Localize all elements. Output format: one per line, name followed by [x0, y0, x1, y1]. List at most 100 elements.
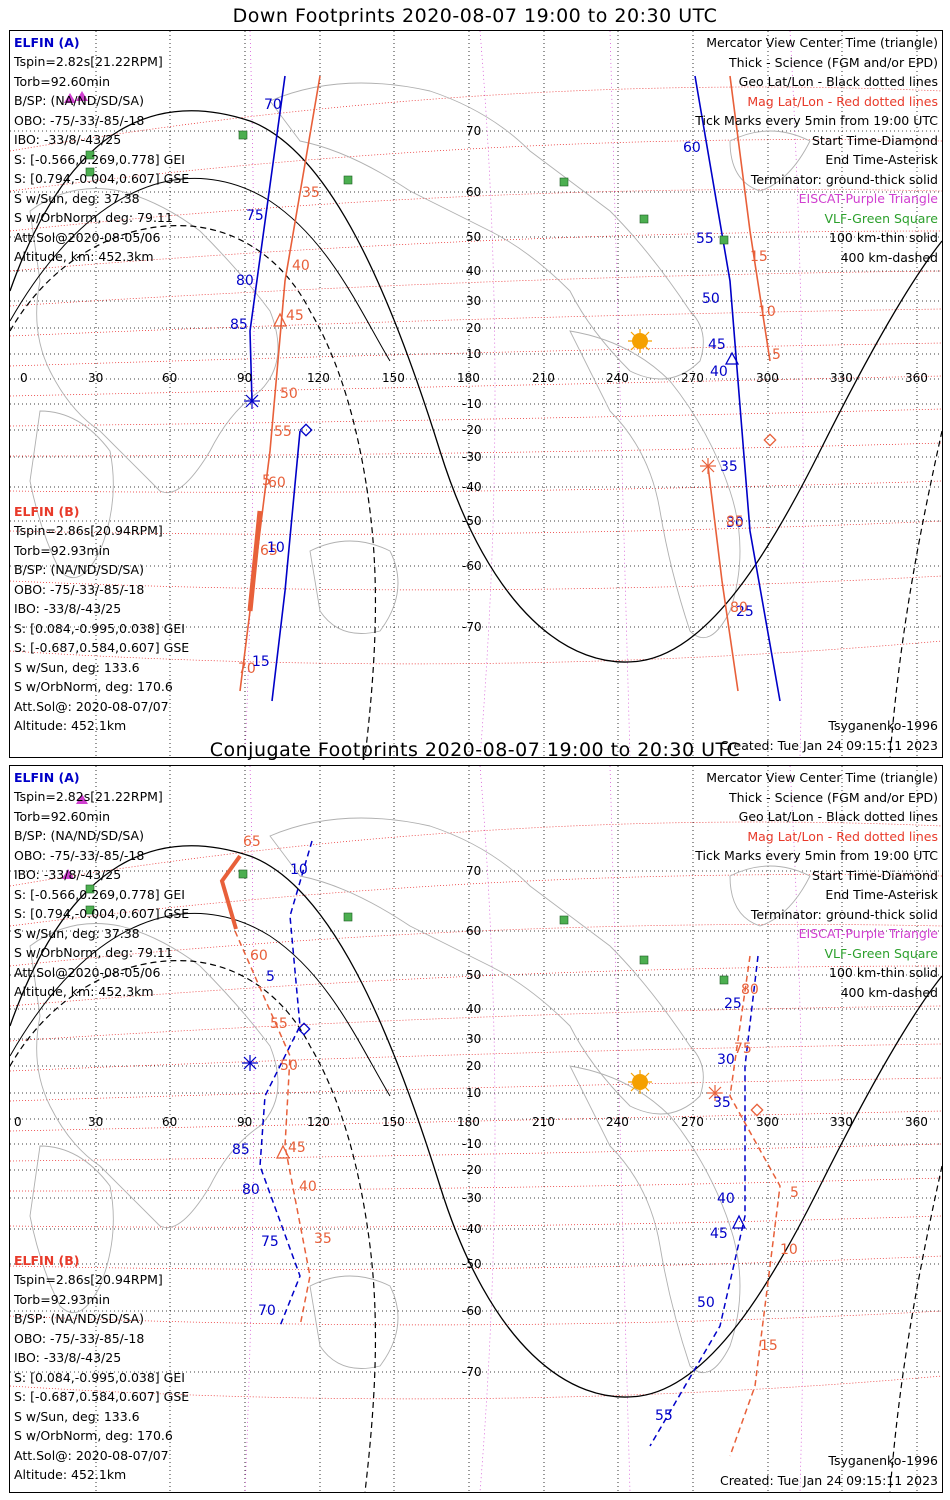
info-line: B/SP: (NA/ND/SD/SA): [14, 1311, 144, 1326]
legend-item: End Time-Asterisk: [825, 887, 938, 902]
info-line: Att.Sol@2020-08-05/06: [14, 964, 161, 980]
elfin-a-conj-track: [259, 840, 759, 1447]
info-line: Tspin=2.82s[21.22RPM]: [14, 789, 163, 804]
svg-text:20: 20: [466, 1059, 481, 1073]
elfin-a-name: ELFIN (A): [14, 770, 80, 785]
svg-text:120: 120: [307, 371, 330, 385]
legend-item: Terminator: ground-thick solid: [750, 171, 938, 187]
svg-text:50: 50: [280, 386, 298, 402]
legend-item: EISCAT-Purple Triangle: [798, 926, 938, 941]
svg-text:40: 40: [466, 1002, 481, 1016]
svg-text:75: 75: [246, 208, 264, 224]
svg-text:-10: -10: [462, 1137, 482, 1151]
legend-item: Start Time-Diamond: [811, 867, 938, 883]
svg-text:60: 60: [268, 475, 286, 491]
svg-text:-60: -60: [462, 559, 482, 573]
svg-text:-20: -20: [462, 1163, 482, 1177]
svg-text:240: 240: [606, 1115, 629, 1129]
svg-text:15: 15: [750, 249, 768, 265]
legend-item: Mag Lat/Lon - Red dotted lines: [747, 93, 938, 109]
svg-text:60: 60: [466, 185, 481, 199]
terminator-ground: [10, 845, 942, 1398]
info-line: Att.Sol@: 2020-08-07/07: [14, 698, 169, 714]
info-line: IBO: -33/8/-43/25: [14, 601, 122, 616]
svg-text:5: 5: [790, 1185, 799, 1201]
legend: Mercator View Center Time (triangle) Thi…: [695, 768, 938, 1002]
svg-text:40: 40: [717, 1191, 735, 1207]
elfin-a-info: Tspin=2.82s[21.22RPM] Torb=92.60min B/SP…: [14, 787, 189, 1002]
svg-text:25: 25: [736, 604, 754, 620]
coastlines: [29, 82, 811, 639]
info-line: S w/Sun, deg: 133.6: [14, 1408, 140, 1424]
elfin-b-tick-labels: 65 60 55 50 45 40 35 80 75 5 10 15: [243, 834, 799, 1354]
svg-text:70: 70: [264, 97, 282, 113]
svg-text:-40: -40: [462, 480, 482, 494]
svg-text:-10: -10: [462, 397, 482, 411]
legend-item: Geo Lat/Lon - Black dotted lines: [738, 809, 938, 824]
info-line: Altitude: 452.1km: [14, 1467, 127, 1482]
svg-text:80: 80: [236, 273, 254, 289]
info-line: Tspin=2.86s[20.94RPM]: [14, 523, 163, 538]
info-line: Tspin=2.86s[20.94RPM]: [14, 1272, 163, 1287]
svg-text:5: 5: [262, 473, 271, 489]
legend-item: Tick Marks every 5min from 19:00 UTC: [695, 848, 938, 863]
elfin-a-end-asterisk: [242, 1055, 258, 1071]
svg-text:65: 65: [260, 543, 278, 559]
panel-title-down: Down Footprints 2020-08-07 19:00 to 20:3…: [232, 5, 718, 27]
svg-text:90: 90: [237, 1115, 252, 1129]
sun-icon: [628, 329, 652, 353]
lon-axis-labels: 0 30 60 90 120 150 180 210 240 270 300 330 360: [14, 1115, 928, 1129]
info-line: S: [0.794,-0.004,0.607] GSE: [14, 171, 190, 186]
created-label: Created: Tue Jan 24 09:15:11 2023: [719, 1473, 938, 1488]
info-line: Torb=92.93min: [14, 542, 111, 558]
elfin-b-end-asterisk: [707, 1085, 723, 1101]
svg-text:65: 65: [243, 834, 261, 850]
svg-text:60: 60: [162, 1115, 177, 1129]
info-line: Altitude, km: 452.3km: [14, 249, 154, 264]
info-line: S w/Sun, deg: 37.38: [14, 925, 140, 941]
elfin-b-info: Tspin=2.86s[20.94RPM] Torb=92.93min B/SP…: [14, 521, 189, 736]
elfin-b-start-diamond: [763, 433, 777, 447]
svg-text:-50: -50: [462, 1257, 482, 1271]
elfin-a-tick-labels: 70 75 80 85 60 55 50 45 40 35 30 25: [230, 97, 754, 620]
info-line: Att.Sol@2020-08-05/06: [14, 229, 161, 245]
svg-text:50: 50: [702, 291, 720, 307]
svg-text:35: 35: [720, 459, 738, 475]
svg-text:60: 60: [162, 371, 177, 385]
svg-text:-50: -50: [462, 514, 482, 528]
info-line: S: [0.084,-0.995,0.038] GEI: [14, 1369, 185, 1385]
svg-text:40: 40: [292, 258, 310, 274]
svg-text:55: 55: [696, 231, 714, 247]
svg-text:30: 30: [88, 371, 103, 385]
elfin-a-center-triangle: [724, 351, 740, 365]
info-line: Torb=92.60min: [14, 73, 111, 89]
info-line: Tspin=2.82s[21.22RPM]: [14, 54, 163, 69]
legend-item: 100 km-thin solid: [829, 965, 938, 980]
info-line: S: [-0.687,0.584,0.607] GSE: [14, 1389, 190, 1404]
svg-text:-30: -30: [462, 450, 482, 464]
legend-item: 400 km-dashed: [840, 249, 938, 265]
legend-item: Mercator View Center Time (triangle): [706, 35, 938, 50]
svg-text:10: 10: [758, 304, 776, 320]
info-line: Altitude: 452.1km: [14, 718, 127, 733]
created-label: Created: Tue Jan 24 09:15:11 2023: [719, 738, 938, 753]
svg-text:90: 90: [237, 371, 252, 385]
mag-grid: [10, 821, 942, 1400]
map-down: 0 30 60 90 120 150 180 210 240 270 300 330 360 70605…: [10, 31, 942, 757]
svg-text:120: 120: [307, 1115, 330, 1129]
svg-text:50: 50: [466, 230, 481, 244]
svg-text:-70: -70: [462, 620, 482, 634]
model-label: Tsyganenko-1996: [828, 1453, 938, 1468]
info-line: OBO: -75/-33/-85/-18: [14, 1330, 145, 1346]
svg-text:85: 85: [726, 514, 744, 530]
info-line: OBO: -75/-33/-85/-18: [14, 112, 145, 128]
svg-text:5: 5: [772, 347, 781, 363]
svg-text:75: 75: [261, 1234, 279, 1250]
svg-text:15: 15: [760, 1338, 778, 1354]
coastlines: [29, 817, 811, 1374]
svg-text:180: 180: [457, 1115, 480, 1129]
svg-text:10: 10: [466, 347, 481, 361]
legend-item: VLF-Green Square: [824, 945, 938, 961]
svg-text:60: 60: [250, 948, 268, 964]
svg-text:70: 70: [238, 661, 256, 677]
